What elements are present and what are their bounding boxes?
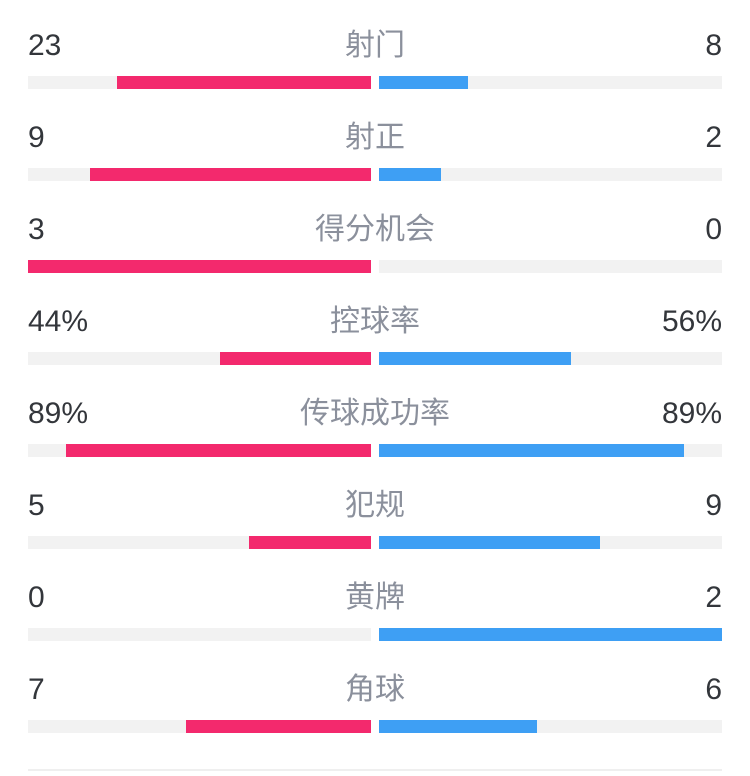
center-gap	[371, 444, 379, 457]
stat-row-fouls: 5 犯规 9	[28, 490, 722, 582]
stat-row-shots: 23 射门 8	[28, 30, 722, 122]
home-value: 89%	[28, 397, 89, 430]
home-track-half	[28, 352, 371, 365]
away-value: 2	[705, 121, 722, 154]
home-track-half	[28, 260, 371, 273]
stat-track	[28, 536, 722, 549]
away-bar	[379, 444, 685, 457]
home-value: 0	[28, 581, 45, 614]
away-value: 8	[705, 29, 722, 62]
stat-row-shots-on-target: 9 射正 2	[28, 122, 722, 214]
center-gap	[371, 628, 379, 641]
home-track-half	[28, 720, 371, 733]
stat-label: 得分机会	[315, 213, 435, 246]
home-track-half	[28, 168, 371, 181]
center-gap	[371, 168, 379, 181]
home-track-half	[28, 628, 371, 641]
bottom-divider	[28, 769, 722, 771]
stat-label: 射门	[345, 29, 405, 62]
away-track-half	[379, 260, 722, 273]
home-value: 23	[28, 29, 62, 62]
stat-label: 控球率	[330, 305, 420, 338]
stat-row-corners: 7 角球 6	[28, 674, 722, 766]
center-gap	[371, 352, 379, 365]
stat-labels: 0 黄牌 2	[28, 582, 722, 614]
home-bar	[65, 444, 371, 457]
away-track-half	[379, 76, 722, 89]
home-bar	[248, 536, 371, 549]
home-bar	[28, 260, 371, 273]
away-track-half	[379, 168, 722, 181]
home-track-half	[28, 76, 371, 89]
home-track-half	[28, 536, 371, 549]
center-gap	[371, 76, 379, 89]
stat-labels: 23 射门 8	[28, 30, 722, 62]
stat-labels: 5 犯规 9	[28, 490, 722, 522]
stat-labels: 3 得分机会 0	[28, 214, 722, 246]
stat-track	[28, 444, 722, 457]
stat-labels: 89% 传球成功率 89%	[28, 398, 722, 430]
stat-track	[28, 260, 722, 273]
away-bar	[379, 76, 468, 89]
stat-labels: 7 角球 6	[28, 674, 722, 706]
stat-labels: 9 射正 2	[28, 122, 722, 154]
away-bar	[379, 536, 600, 549]
away-value: 9	[705, 489, 722, 522]
away-bar	[379, 628, 722, 641]
away-track-half	[379, 536, 722, 549]
home-bar	[220, 352, 371, 365]
away-value: 2	[705, 581, 722, 614]
home-value: 3	[28, 213, 45, 246]
home-bar	[90, 168, 371, 181]
stat-label: 射正	[345, 121, 405, 154]
center-gap	[371, 536, 379, 549]
away-bar	[379, 168, 442, 181]
away-value: 56%	[661, 305, 722, 338]
stat-track	[28, 352, 722, 365]
center-gap	[371, 260, 379, 273]
away-value: 89%	[661, 397, 722, 430]
home-value: 9	[28, 121, 45, 154]
stat-track	[28, 168, 722, 181]
home-bar	[116, 76, 371, 89]
home-value: 5	[28, 489, 45, 522]
stat-row-big-chances: 3 得分机会 0	[28, 214, 722, 306]
home-track-half	[28, 444, 371, 457]
stat-label: 黄牌	[345, 581, 405, 614]
stat-label: 传球成功率	[300, 397, 450, 430]
stat-label: 犯规	[345, 489, 405, 522]
stat-row-pass-accuracy: 89% 传球成功率 89%	[28, 398, 722, 490]
home-value: 44%	[28, 305, 89, 338]
stat-track	[28, 720, 722, 733]
stat-labels: 44% 控球率 56%	[28, 306, 722, 338]
away-value: 6	[705, 673, 722, 706]
away-track-half	[379, 628, 722, 641]
stat-label: 角球	[345, 673, 405, 706]
stat-row-possession: 44% 控球率 56%	[28, 306, 722, 398]
away-bar	[379, 352, 572, 365]
away-track-half	[379, 444, 722, 457]
center-gap	[371, 720, 379, 733]
away-bar	[379, 720, 538, 733]
away-track-half	[379, 720, 722, 733]
stat-track	[28, 76, 722, 89]
stat-track	[28, 628, 722, 641]
away-track-half	[379, 352, 722, 365]
stat-row-yellow-cards: 0 黄牌 2	[28, 582, 722, 674]
home-bar	[186, 720, 371, 733]
away-value: 0	[705, 213, 722, 246]
home-value: 7	[28, 673, 45, 706]
